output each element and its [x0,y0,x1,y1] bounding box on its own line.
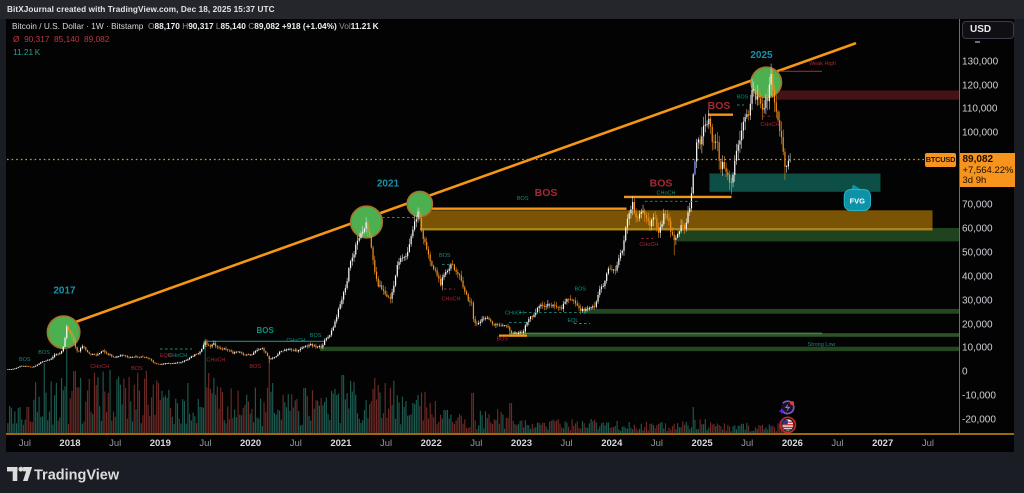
svg-text:BOS: BOS [496,337,508,343]
svg-text:Strong Low: Strong Low [808,342,836,348]
svg-text:CHoCH: CHoCH [168,353,187,359]
svg-text:BOS: BOS [131,366,143,372]
svg-text:BOS: BOS [19,357,31,363]
svg-text:BOS: BOS [257,326,275,335]
svg-text:CHoCH: CHoCH [442,297,461,303]
svg-text:BOS: BOS [650,177,673,189]
svg-text:CHoCH: CHoCH [90,364,109,370]
svg-text:CHoCH: CHoCH [657,191,676,197]
svg-text:BOS: BOS [574,286,586,292]
svg-text:TradingView: TradingView [34,467,120,483]
svg-text:CHoCH: CHoCH [505,311,524,317]
svg-text:CHoCH: CHoCH [639,242,658,248]
svg-text:CHoCH: CHoCH [760,122,779,128]
svg-text:CHoCH: CHoCH [286,338,305,344]
svg-text:BOS: BOS [517,196,529,202]
svg-text:BOS: BOS [737,95,749,101]
svg-text:BOS: BOS [38,350,50,356]
svg-text:EQL: EQL [567,318,578,324]
svg-text:CHoCH: CHoCH [206,357,225,363]
svg-text:BOS: BOS [535,187,558,199]
svg-text:EQH: EQH [160,353,172,359]
svg-text:BOS: BOS [708,100,731,112]
svg-text:BOS: BOS [249,364,261,370]
svg-text:BOS: BOS [439,253,451,259]
svg-text:FVG: FVG [850,196,866,205]
svg-text:2017: 2017 [53,286,76,297]
svg-text:Weak High: Weak High [809,61,836,67]
svg-text:BOS: BOS [310,333,322,339]
svg-text:2021: 2021 [377,179,400,190]
svg-text:2025: 2025 [750,50,773,61]
